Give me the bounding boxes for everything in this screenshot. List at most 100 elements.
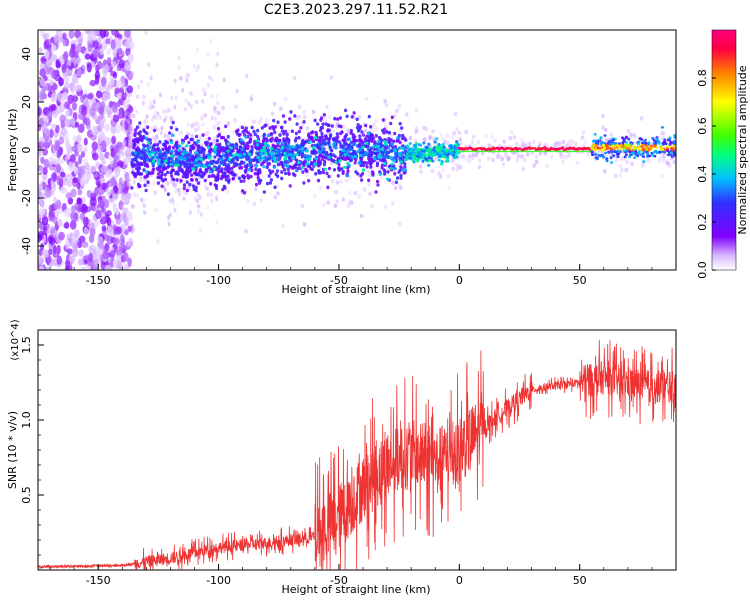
spectral-point — [101, 140, 107, 151]
spectral-point — [430, 168, 435, 174]
spectral-point — [648, 154, 652, 158]
spectral-point — [133, 174, 137, 179]
spectral-point — [204, 140, 208, 145]
spectral-point — [236, 128, 240, 132]
spectral-point — [666, 153, 670, 157]
spectral-point — [375, 144, 380, 148]
spectral-point — [170, 174, 174, 178]
spectral-point — [64, 82, 70, 90]
spectral-point — [514, 140, 519, 145]
spectral-point — [625, 146, 629, 150]
spectral-point — [275, 169, 279, 173]
spectral-point — [195, 134, 199, 139]
spectral-point — [525, 152, 530, 157]
spectral-point — [213, 183, 217, 187]
spectral-point — [345, 174, 350, 178]
spectral-point — [369, 157, 373, 162]
spectral-point — [145, 131, 149, 136]
spectral-point — [122, 198, 126, 204]
spectral-point — [299, 126, 303, 130]
spectral-point — [76, 197, 83, 205]
spectral-point — [264, 152, 268, 156]
spectral-point — [671, 148, 675, 152]
spectral-point — [148, 171, 152, 175]
spectral-point — [181, 87, 185, 93]
spectral-point — [301, 140, 305, 144]
spectral-point — [78, 249, 85, 257]
spectral-point — [199, 227, 202, 233]
spectral-point — [276, 162, 280, 167]
spectral-point — [647, 141, 651, 145]
spectral-point — [326, 185, 330, 190]
spectral-point — [166, 180, 170, 186]
spectral-point — [303, 115, 307, 120]
spectral-point — [292, 165, 296, 169]
spectral-point — [378, 172, 383, 176]
spectral-point — [137, 184, 141, 189]
spectral-point — [364, 151, 369, 156]
spectral-point — [369, 165, 373, 169]
spectral-point — [57, 219, 63, 227]
spectral-point — [100, 166, 107, 173]
spectral-point — [182, 150, 186, 154]
spectral-point — [341, 171, 345, 176]
spectral-point — [487, 156, 491, 161]
spectral-point — [171, 177, 175, 181]
spectral-point — [480, 151, 485, 156]
spectral-point — [132, 144, 136, 148]
spectral-point — [249, 97, 254, 102]
spectral-point — [150, 116, 155, 122]
spectral-point — [115, 39, 122, 49]
spectral-point — [195, 164, 200, 168]
spectral-point — [362, 163, 366, 168]
spectral-point — [209, 38, 213, 44]
spectral-point — [339, 145, 343, 149]
spectral-point — [464, 129, 469, 135]
spectral-point — [184, 73, 188, 79]
spectral-point — [203, 91, 207, 97]
spectral-point — [666, 138, 670, 142]
spectral-point — [322, 170, 326, 175]
spectral-point — [64, 260, 71, 267]
spectral-point — [327, 155, 332, 159]
spectral-point — [443, 155, 447, 159]
spectral-point — [135, 160, 139, 164]
spectral-point — [130, 186, 134, 190]
spectral-point — [230, 166, 234, 171]
spectral-point — [271, 169, 275, 174]
spectral-point — [184, 153, 188, 158]
spectral-point — [150, 149, 155, 153]
spectral-point — [213, 145, 218, 149]
spectral-point — [221, 105, 225, 111]
spectral-point — [615, 143, 619, 147]
spectral-point — [133, 151, 137, 155]
spectral-point — [148, 138, 152, 142]
spectral-point — [348, 154, 352, 158]
spectral-point — [216, 51, 220, 57]
spectral-point — [40, 56, 47, 64]
spectral-point — [626, 129, 631, 134]
spectral-point — [206, 205, 210, 211]
spectral-point — [50, 103, 57, 112]
spectral-point — [412, 155, 416, 159]
spectral-point — [349, 200, 354, 205]
spectral-point — [245, 157, 249, 162]
y-tick-label: -20 — [20, 189, 33, 207]
spectral-point — [333, 116, 337, 121]
spectral-point — [230, 148, 234, 153]
spectral-point — [84, 117, 91, 126]
spectral-point — [51, 182, 56, 189]
spectral-point — [89, 196, 97, 207]
spectral-point — [177, 55, 181, 61]
spectral-point — [238, 132, 242, 137]
spectral-point — [346, 169, 350, 173]
snr-line — [38, 339, 676, 570]
x-tick-label: -100 — [206, 574, 231, 587]
spectral-point — [337, 166, 341, 171]
spectral-point — [363, 128, 368, 133]
spectral-point — [191, 157, 196, 162]
spectral-point — [38, 106, 43, 116]
spectral-point — [609, 132, 614, 137]
spectral-point — [399, 173, 403, 178]
spectral-point — [435, 137, 439, 141]
